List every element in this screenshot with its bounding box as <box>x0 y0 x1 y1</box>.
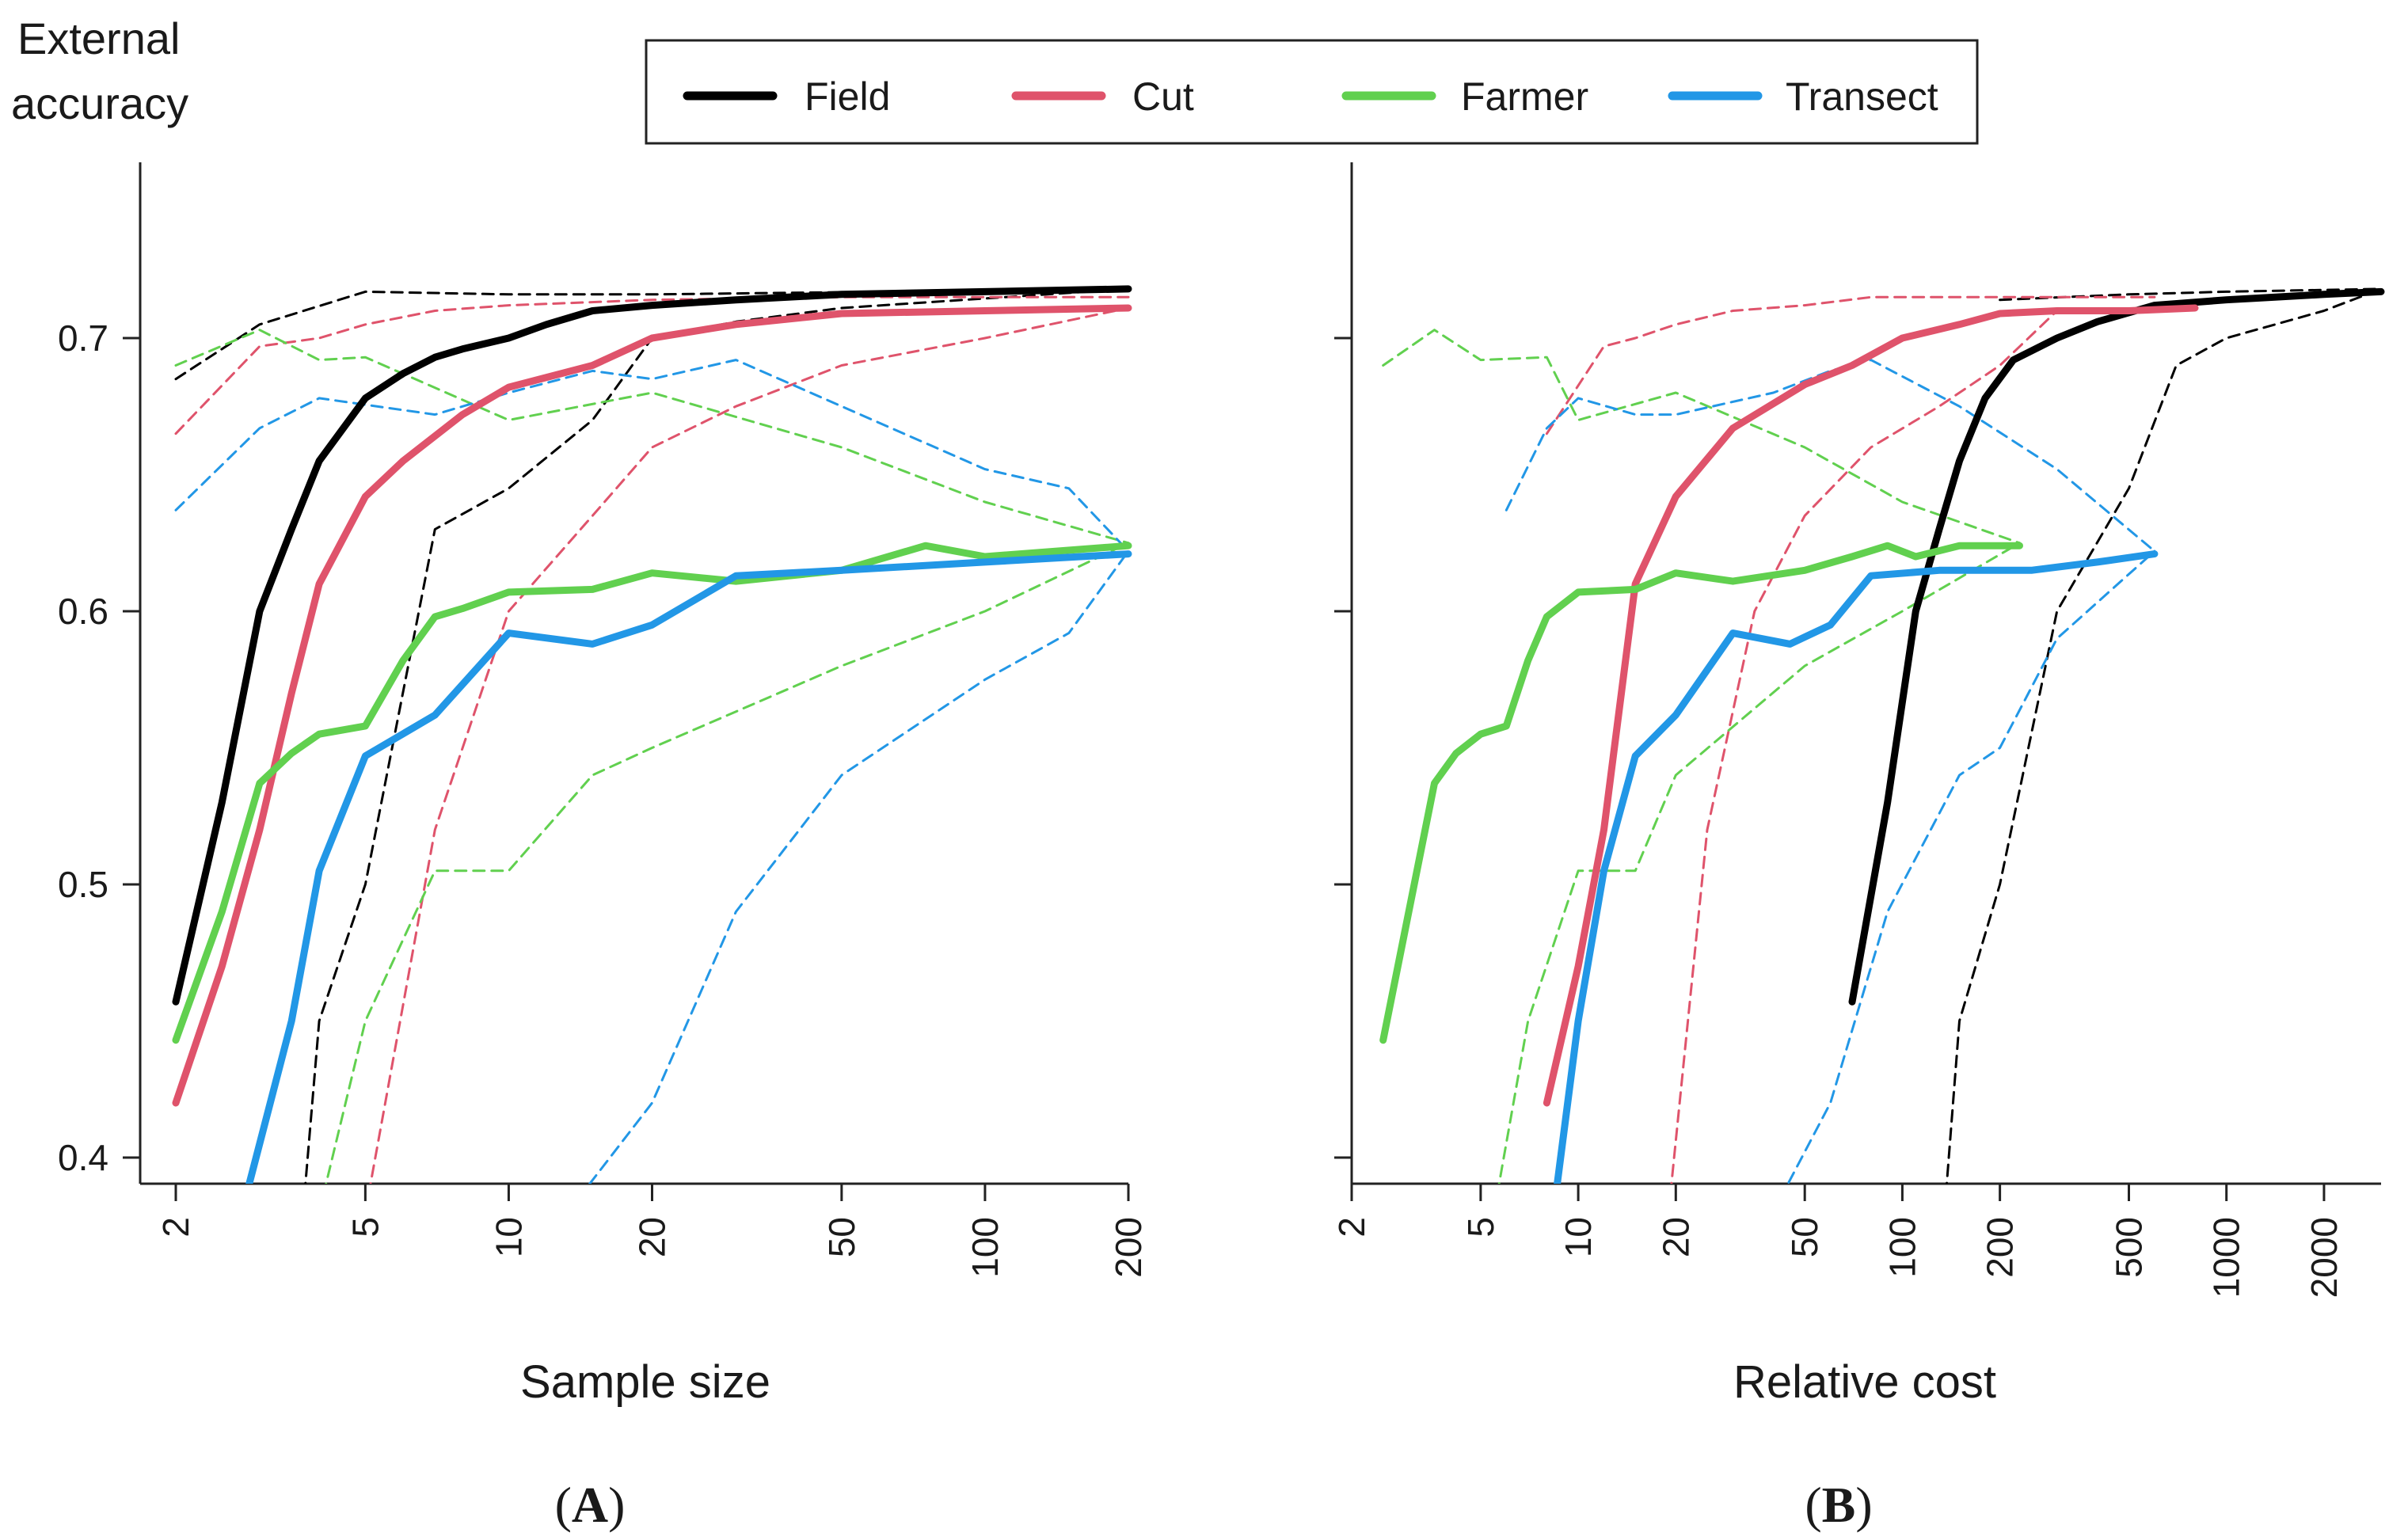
legend-item-transect: Transect <box>1668 74 1938 119</box>
panel-b-series-cut-solid <box>1543 304 2199 1107</box>
panel-a-y-tick-label: 0.4 <box>58 1137 108 1178</box>
panel-a-label-letter: A <box>572 1477 608 1533</box>
panel-a-x-ticks: 2 5 10 20 50 100 200 <box>155 1184 1149 1278</box>
panel-a-series-farmer-solid <box>172 542 1132 1044</box>
panel-a-x-tick-label: 100 <box>964 1217 1006 1278</box>
panel-b-x-tick-label: 2 <box>1331 1217 1372 1238</box>
panel-a-x-tick-label: 10 <box>488 1217 529 1257</box>
legend-label-farmer: Farmer <box>1461 74 1588 119</box>
panel-a-y-tick-label: 0.5 <box>58 864 108 905</box>
legend-label-cut: Cut <box>1132 74 1194 119</box>
panel-b-x-tick-label: 20 <box>1655 1217 1696 1257</box>
panel-b-x-axis-title: Relative cost <box>1733 1356 1996 1408</box>
panel-b-series-field-dashed <box>1945 287 2383 1184</box>
panel-a-series-farmer-dashed <box>174 329 1130 545</box>
panel-b-series-transect-solid <box>1554 550 2159 1184</box>
panel-b-label-close: ) <box>1855 1477 1872 1533</box>
panel-a: 0.40.50.60.7 2 5 10 20 50 100 200 Sample size … <box>58 162 1149 1533</box>
panel-b-x-tick-label: 200 <box>1980 1217 2021 1278</box>
panel-a-series-farmer-dashed <box>325 542 1130 1184</box>
panel-b-y-ticks <box>1334 337 1352 1159</box>
panel-b-series-transect-dashed <box>1786 549 2156 1184</box>
panel-b: 2 5 10 20 50 100 200 500 1000 2000 Relative cost … <box>1331 162 2385 1533</box>
panel-a-series-transect-dashed <box>588 549 1130 1184</box>
panel-a-x-tick-label: 20 <box>632 1217 673 1257</box>
legend-item-cut: Cut <box>1011 74 1194 119</box>
panel-a-y-tick-label: 0.6 <box>58 591 108 632</box>
panel-a-x-tick-label: 200 <box>1108 1217 1149 1278</box>
panel-b-series-cut-dashed <box>1545 295 2156 435</box>
panel-a-series-cut-solid <box>172 304 1132 1107</box>
legend-label-field: Field <box>805 74 890 119</box>
panel-b-label-open: ( <box>1805 1477 1821 1533</box>
panel-a-x-axis-title: Sample size <box>520 1356 770 1408</box>
legend-box <box>645 39 1979 145</box>
panel-b-series-farmer-dashed <box>1497 542 2021 1184</box>
panel-b-series-cut-dashed <box>1670 310 2059 1184</box>
panel-a-series-field-solid <box>172 285 1132 1006</box>
panel-a-y-ticks: 0.4 0.5 0.6 0.7 <box>58 318 140 1178</box>
panel-b-series-farmer-dashed <box>1382 329 2021 545</box>
y-axis-title-line-1: External <box>17 13 180 63</box>
panel-b-x-tick-label: 10 <box>1558 1217 1599 1257</box>
panel-b-series-transect-dashed <box>1505 359 2156 553</box>
panel-a-series-field-dashed <box>174 287 1130 381</box>
panel-a-x-tick-label: 2 <box>155 1217 196 1238</box>
panel-b-x-tick-label: 50 <box>1784 1217 1825 1257</box>
y-axis-title-line-2: accuracy <box>11 78 188 128</box>
panel-a-x-tick-label: 5 <box>344 1217 386 1238</box>
panel-b-label-letter: B <box>1822 1477 1856 1533</box>
panel-a-series-transect-solid <box>245 550 1132 1184</box>
panel-b-series <box>1379 287 2385 1184</box>
legend-item-farmer: Farmer <box>1341 74 1588 119</box>
panel-b-x-tick-label: 2000 <box>2303 1217 2345 1298</box>
panel-a-series-cut-dashed <box>174 295 1130 435</box>
panel-b-x-tick-label: 500 <box>2108 1217 2149 1278</box>
legend: Field Cut Farmer Transect <box>645 39 1979 145</box>
panel-b-x-tick-label: 1000 <box>2206 1217 2247 1298</box>
panel-b-series-field-solid <box>1848 287 2385 1006</box>
panel-a-label-open: ( <box>555 1477 572 1533</box>
panel-b-series-farmer-solid <box>1379 542 2023 1044</box>
legend-item-field: Field <box>683 74 890 119</box>
panel-b-label: (B) <box>1805 1477 1872 1533</box>
panel-a-y-tick-label: 0.7 <box>58 318 108 359</box>
panel-a-series <box>172 285 1132 1184</box>
panel-a-series-transect-dashed <box>174 359 1130 553</box>
panel-a-label: (A) <box>555 1477 626 1533</box>
panel-b-x-tick-label: 5 <box>1460 1217 1501 1238</box>
panel-a-series-cut-dashed <box>369 306 1130 1184</box>
panel-a-x-tick-label: 50 <box>821 1217 862 1257</box>
legend-label-transect: Transect <box>1786 74 1938 119</box>
panel-b-x-tick-label: 100 <box>1881 1217 1923 1278</box>
panel-a-series-field-dashed <box>304 287 1130 1184</box>
panel-a-label-close: ) <box>608 1477 625 1533</box>
panel-b-x-ticks: 2 5 10 20 50 100 200 500 1000 2000 <box>1331 1184 2345 1298</box>
